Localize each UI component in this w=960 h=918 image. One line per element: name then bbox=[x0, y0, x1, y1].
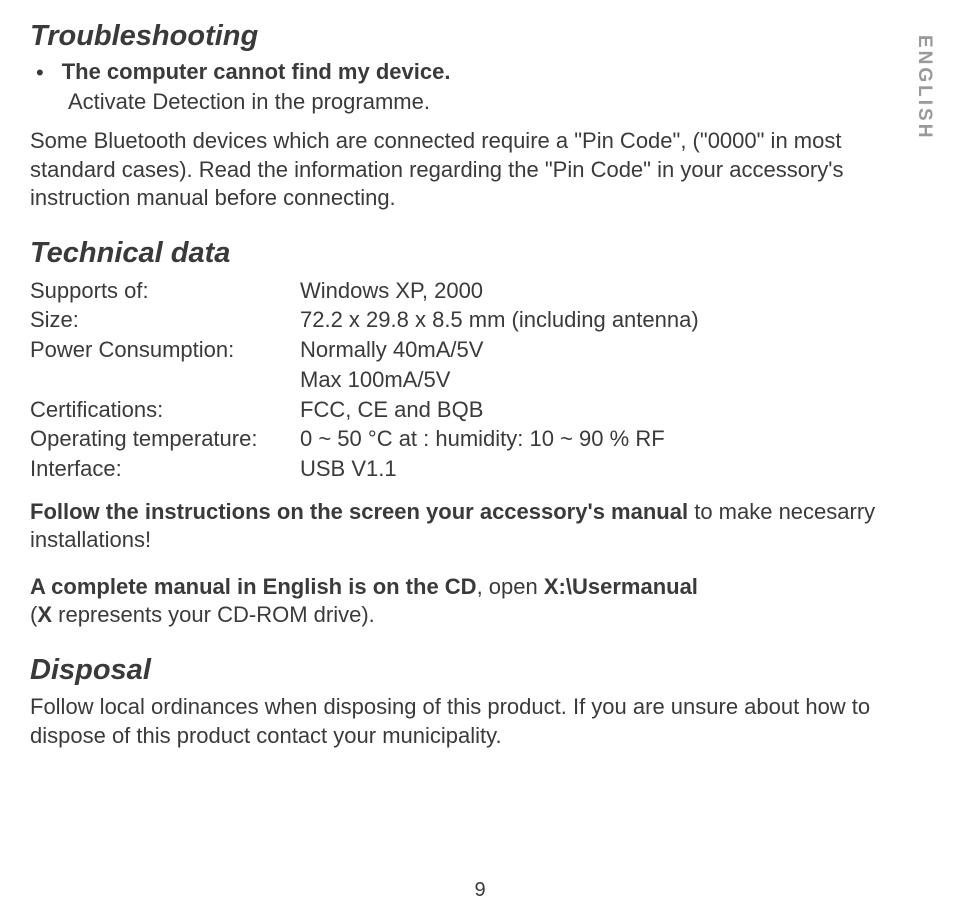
troubleshooting-bullet-row: • The computer cannot find my device. bbox=[36, 59, 910, 87]
technical-data-table: Supports of:Windows XP, 2000Size:72.2 x … bbox=[30, 276, 910, 484]
troubleshooting-paragraph: Some Bluetooth devices which are connect… bbox=[30, 127, 910, 213]
disposal-heading: Disposal bbox=[30, 654, 910, 687]
tech-row: Max 100mA/5V bbox=[30, 365, 910, 395]
tech-label: Power Consumption: bbox=[30, 335, 300, 365]
manual-tail2: represents your CD-ROM drive). bbox=[52, 602, 375, 627]
tech-value: Normally 40mA/5V bbox=[300, 335, 910, 365]
language-side-label: ENGLISH bbox=[913, 35, 935, 140]
tech-value: Windows XP, 2000 bbox=[300, 276, 910, 306]
tech-row: Supports of:Windows XP, 2000 bbox=[30, 276, 910, 306]
manual-path-part: X:\Usermanual bbox=[544, 574, 698, 599]
manual-bold-part: A complete manual in English is on the C… bbox=[30, 574, 477, 599]
tech-label bbox=[30, 365, 300, 395]
troubleshooting-subline: Activate Detection in the programme. bbox=[68, 89, 910, 115]
follow-instructions-text: Follow the instructions on the screen yo… bbox=[30, 498, 910, 555]
tech-label: Supports of: bbox=[30, 276, 300, 306]
tech-value: USB V1.1 bbox=[300, 454, 910, 484]
troubleshooting-bullet-text: The computer cannot find my device. bbox=[62, 59, 451, 85]
troubleshooting-heading: Troubleshooting bbox=[30, 20, 910, 53]
tech-value: 72.2 x 29.8 x 8.5 mm (including antenna) bbox=[300, 305, 910, 335]
manual-mid-part: , open bbox=[477, 574, 544, 599]
tech-label: Interface: bbox=[30, 454, 300, 484]
technical-heading: Technical data bbox=[30, 237, 910, 270]
tech-row: Certifications:FCC, CE and BQB bbox=[30, 395, 910, 425]
manual-x-part: X bbox=[37, 602, 52, 627]
manual-cd-text: A complete manual in English is on the C… bbox=[30, 573, 910, 630]
tech-value: FCC, CE and BQB bbox=[300, 395, 910, 425]
page-number: 9 bbox=[474, 879, 485, 902]
tech-row: Interface:USB V1.1 bbox=[30, 454, 910, 484]
disposal-paragraph: Follow local ordinances when disposing o… bbox=[30, 693, 910, 750]
tech-value: Max 100mA/5V bbox=[300, 365, 910, 395]
tech-row: Size:72.2 x 29.8 x 8.5 mm (including ant… bbox=[30, 305, 910, 335]
tech-value: 0 ~ 50 °C at : humidity: 10 ~ 90 % RF bbox=[300, 424, 910, 454]
bullet-dot-icon: • bbox=[36, 59, 44, 87]
tech-label: Operating temperature: bbox=[30, 424, 300, 454]
tech-label: Size: bbox=[30, 305, 300, 335]
tech-row: Power Consumption:Normally 40mA/5V bbox=[30, 335, 910, 365]
tech-label: Certifications: bbox=[30, 395, 300, 425]
tech-row: Operating temperature:0 ~ 50 °C at : hum… bbox=[30, 424, 910, 454]
follow-bold-part: Follow the instructions on the screen yo… bbox=[30, 499, 694, 524]
